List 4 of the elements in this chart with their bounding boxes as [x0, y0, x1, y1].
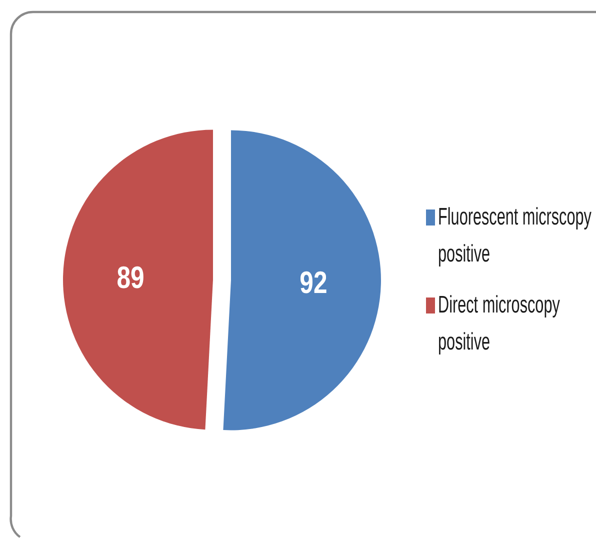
legend-label: Fluorescent micrscopy positive: [438, 204, 592, 268]
legend-label: Direct microscopy positive: [438, 292, 561, 356]
data-label: 89: [116, 260, 144, 295]
data-label: 92: [300, 265, 328, 300]
